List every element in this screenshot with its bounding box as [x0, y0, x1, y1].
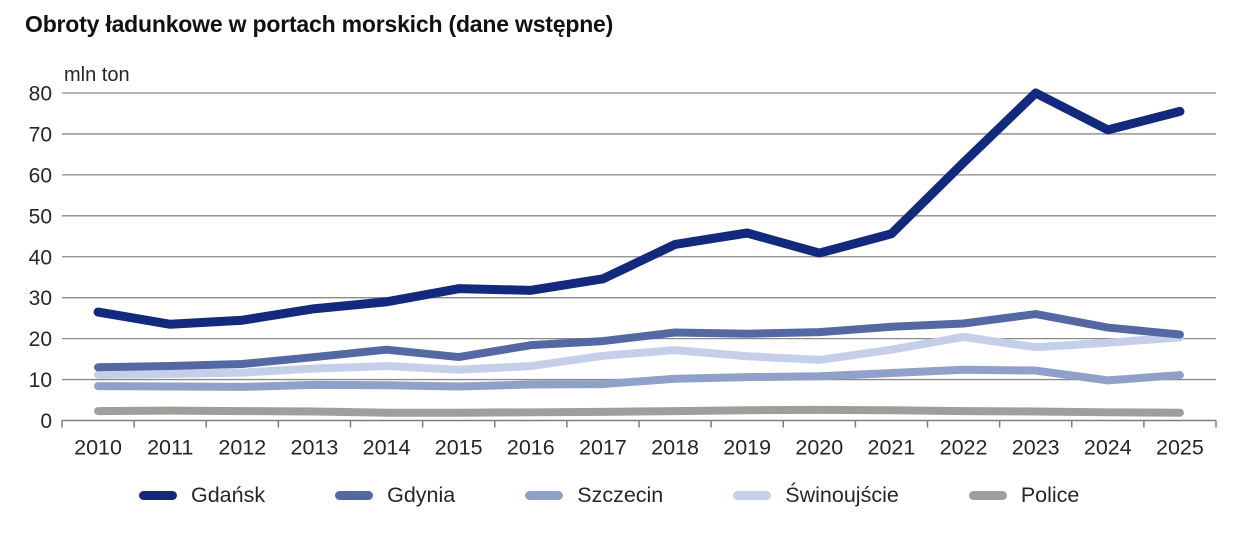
x-axis-label: 2019 — [723, 436, 771, 460]
x-axis-label: 2014 — [363, 436, 411, 460]
legend-item-szczecin: Szczecin — [525, 483, 663, 508]
y-axis-label: 50 — [29, 205, 52, 228]
y-axis-label: 0 — [40, 410, 52, 433]
y-axis-label: 70 — [29, 123, 52, 146]
legend-label: Gdynia — [387, 483, 456, 507]
legend: Gdańsk Gdynia Szczecin Świnoujście Police — [139, 483, 1079, 508]
x-axis-label: 2017 — [579, 436, 627, 460]
page-title: Obroty ładunkowe w portach morskich (dan… — [25, 11, 614, 37]
y-axis-label: 10 — [29, 369, 52, 392]
legend-swatch-gdynia — [335, 491, 374, 500]
x-axis-label: 2023 — [1012, 436, 1060, 460]
legend-swatch-police — [968, 491, 1007, 500]
x-axis-label: 2016 — [507, 436, 555, 460]
series-line-gdansk — [93, 88, 1185, 329]
legend-label: Szczecin — [577, 483, 664, 507]
y-axis-label: 60 — [29, 164, 52, 187]
legend-item-gdynia: Gdynia — [335, 483, 455, 508]
series-line-police — [94, 405, 1184, 417]
legend-swatch-gdansk — [139, 491, 177, 500]
legend-label: Police — [1020, 483, 1080, 507]
x-axis-label: 2020 — [795, 436, 843, 460]
legend-swatch-szczecin — [525, 491, 564, 500]
series-line-szczecin — [94, 365, 1184, 391]
y-axis-unit-label: mln ton — [64, 64, 130, 86]
legend-label: Świnoujście — [785, 483, 899, 507]
y-axis-label: 80 — [29, 83, 52, 106]
legend-item-police: Police — [968, 483, 1080, 508]
x-axis-label: 2021 — [868, 436, 916, 460]
y-axis-label: 30 — [29, 287, 52, 310]
legend-label: Gdańsk — [191, 483, 266, 507]
series-line-gdynia — [94, 310, 1184, 372]
x-axis-label: 2010 — [74, 436, 122, 460]
x-axis-label: 2022 — [940, 436, 988, 460]
legend-swatch-swinoujscie — [733, 491, 772, 500]
x-axis-label: 2025 — [1156, 436, 1204, 460]
x-axis-label: 2015 — [435, 436, 483, 460]
x-axis-label: 2018 — [651, 436, 699, 460]
x-axis-label: 2024 — [1084, 436, 1132, 460]
x-axis-label: 2013 — [291, 436, 339, 460]
legend-item-gdansk: Gdańsk — [139, 483, 265, 508]
y-axis-label: 40 — [29, 246, 52, 269]
y-axis-label: 20 — [29, 328, 52, 351]
x-axis-label: 2011 — [147, 436, 193, 460]
legend-item-swinoujscie: Świnoujście — [733, 483, 899, 508]
series-line-swinoujscie — [94, 332, 1184, 379]
x-axis-label: 2012 — [218, 436, 266, 460]
